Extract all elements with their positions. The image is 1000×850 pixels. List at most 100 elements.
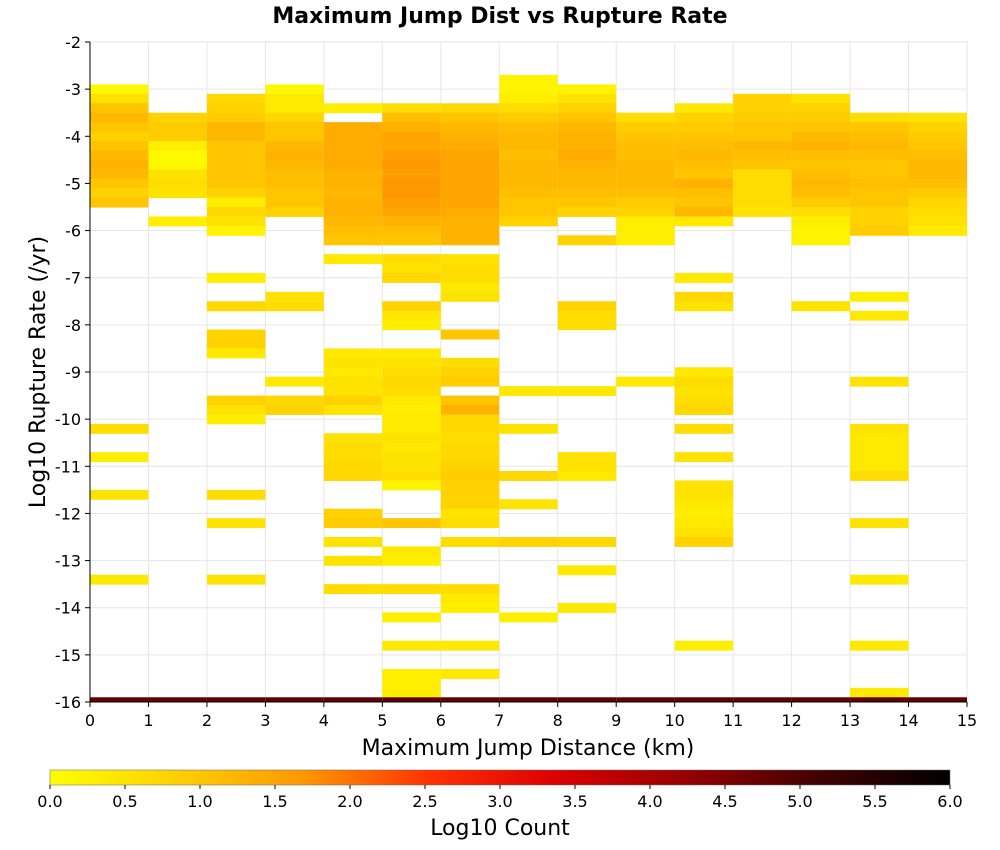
heatmap-cell [382,376,441,387]
heatmap-cell [382,433,441,444]
heatmap-cell [382,178,441,189]
heatmap-cell [733,131,792,142]
heatmap-cell [850,697,909,703]
heatmap-cell [323,131,383,142]
heatmap-cell [90,141,149,151]
heatmap-cell [850,188,909,199]
y-tick-label: -5 [65,174,81,193]
heatmap-cell [440,357,500,368]
heatmap-cell [557,537,617,547]
heatmap-cell [733,103,792,114]
heatmap-cell [440,499,500,510]
heatmap-cell [850,169,909,180]
heatmap-cell [382,442,441,453]
heatmap-cell [382,452,441,463]
heatmap-cell [674,508,734,519]
heatmap-cell [616,122,675,133]
heatmap-cell [850,291,909,302]
heatmap-cell [440,329,500,340]
heatmap-cell [674,527,734,538]
heatmap-cell [440,216,500,227]
heatmap-cell [265,395,324,406]
chart-title: Maximum Jump Dist vs Rupture Rate [272,4,727,29]
heatmap-cell [206,103,266,114]
heatmap-cell [557,471,617,481]
heatmap-cell [382,207,441,217]
heatmap-cell [265,207,324,217]
heatmap-cell [265,122,324,133]
colorbar-tick-label: 1.0 [187,792,212,811]
heatmap-cell [206,188,266,199]
x-tick-label: 14 [898,711,918,730]
heatmap-cell [440,367,500,378]
heatmap-cell [850,640,909,651]
heatmap-cell [499,112,558,123]
heatmap-cell [440,141,500,151]
heatmap-cell [557,461,617,472]
heatmap-cell [323,348,383,359]
heatmap-cell [382,584,441,595]
heatmap-cell [440,537,500,547]
heatmap-cell [265,131,324,142]
x-tick-label: 15 [957,711,977,730]
heatmap-cell [382,386,441,397]
heatmap-cell [791,131,851,142]
heatmap-cell [850,112,909,123]
colorbar-tick-label: 2.5 [412,792,437,811]
heatmap-cell [791,112,851,123]
heatmap-cell [791,103,851,114]
heatmap-cell [323,508,383,519]
heatmap-cell [674,159,734,170]
heatmap-cell [90,188,149,199]
heatmap-cell [382,687,441,698]
heatmap-cell [908,216,967,227]
heatmap-cell [382,320,441,331]
heatmap-cell [206,141,266,151]
y-tick-label: -14 [55,599,81,618]
heatmap-cell [440,480,500,491]
heatmap-cell [908,197,967,208]
heatmap-cell [265,188,324,199]
heatmap-cell [206,574,266,585]
heatmap-cell [382,263,441,274]
heatmap-cell [557,207,617,217]
heatmap-cell [382,150,441,161]
heatmap-cell [148,159,207,170]
heatmap-cell [908,207,967,217]
heatmap-cell [382,678,441,689]
heatmap-cell [323,188,383,199]
x-tick-label: 2 [202,711,212,730]
heatmap-cell [323,376,383,387]
heatmap-cell [674,150,734,161]
heatmap-cell [440,159,500,170]
heatmap-cell [440,273,500,283]
heatmap-cell [440,603,500,613]
heatmap-cell [90,131,149,142]
heatmap-cell [440,225,500,236]
heatmap-cell [557,84,617,95]
heatmap-cell [440,263,500,274]
x-tick-label: 12 [781,711,801,730]
heatmap-cell [791,159,851,170]
heatmap-cell [674,423,734,434]
heatmap-cell [908,112,967,123]
heatmap-cell [791,178,851,189]
heatmap-cell [499,141,558,151]
heatmap-cell [499,103,558,114]
colorbar-tick-label: 5.0 [787,792,812,811]
heatmap-cell [850,574,909,585]
y-tick-label: -6 [65,222,81,241]
heatmap-cell [733,93,792,104]
heatmap-cell [148,150,207,161]
heatmap-cell [265,169,324,180]
colorbar-tick-label: 2.0 [337,792,362,811]
heatmap-cell [206,150,266,161]
heatmap-cell [382,235,441,246]
heatmap-cell [850,376,909,387]
heatmap-cell [499,150,558,161]
x-tick-label: 3 [260,711,270,730]
heatmap-cell [323,141,383,151]
heatmap-cell [206,131,266,142]
heatmap-cell [148,178,207,189]
heatmap-cell [206,216,266,227]
